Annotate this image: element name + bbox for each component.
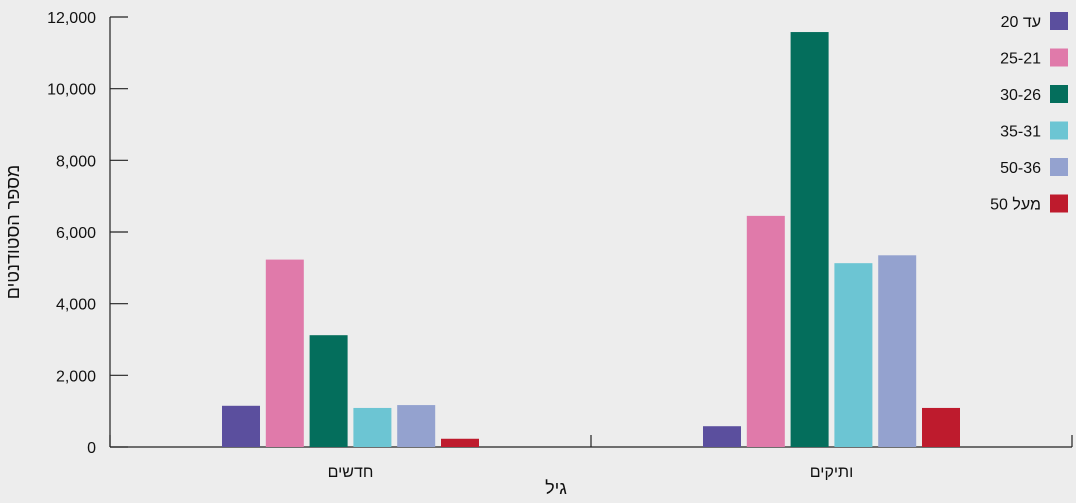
legend-label: 35-31	[1000, 124, 1041, 141]
legend-swatch	[1050, 158, 1068, 176]
legend-swatch	[1050, 121, 1068, 140]
legend-swatch	[1050, 48, 1068, 67]
bar	[746, 215, 785, 447]
y-tick-label: 8,000	[56, 153, 96, 170]
bar	[441, 438, 479, 447]
bar	[922, 407, 960, 447]
bar	[222, 405, 260, 447]
legend-swatch	[1050, 85, 1068, 103]
legend-swatch	[1050, 12, 1068, 30]
y-tick-label: 10,000	[47, 82, 96, 99]
y-tick-label: 2,000	[56, 368, 96, 385]
y-tick-label: 0	[87, 440, 96, 457]
x-tick-label: חדשים	[328, 464, 374, 481]
legend-label: 25-21	[1000, 51, 1041, 68]
bar	[309, 335, 348, 447]
legend-label: מעל 50	[990, 196, 1041, 214]
legend-label: 50-36	[1000, 160, 1041, 177]
bar	[265, 259, 304, 447]
legend: עד 20 25-21 30-26 35-31 50-36 מעל 50	[990, 12, 1068, 214]
y-tick-label: 12,000	[47, 10, 96, 27]
legend-label: 30-26	[1000, 87, 1041, 104]
y-axis: 0 2,000 4,000 6,000 8,000 10,000 12,000	[47, 10, 128, 457]
y-axis-title: מספר הסטודנטים	[3, 165, 23, 299]
y-tick-label: 6,000	[56, 225, 96, 242]
bars	[222, 32, 960, 448]
bar	[878, 255, 917, 447]
x-tick-label: ותיקים	[810, 464, 854, 481]
bar	[703, 426, 741, 447]
bar	[834, 263, 873, 447]
legend-label: עד 20	[1001, 14, 1041, 31]
bar	[353, 407, 392, 447]
x-axis-title: גיל	[545, 478, 567, 498]
legend-swatch	[1050, 194, 1068, 213]
bar	[397, 405, 436, 447]
bar	[790, 32, 829, 448]
y-tick-label: 4,000	[56, 297, 96, 314]
